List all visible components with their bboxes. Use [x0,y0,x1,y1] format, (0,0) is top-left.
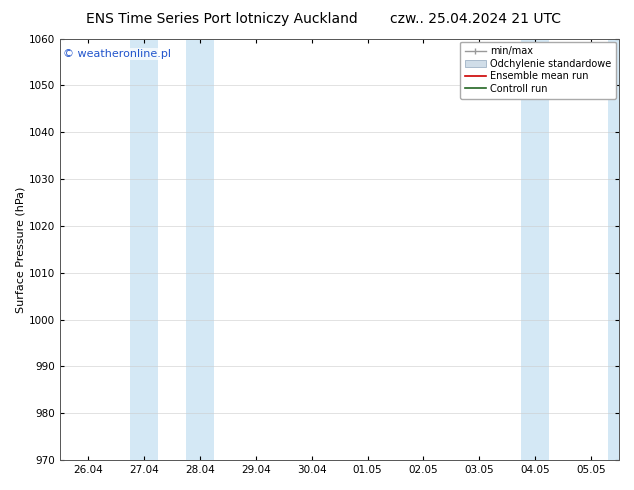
Text: ENS Time Series Port lotniczy Auckland: ENS Time Series Port lotniczy Auckland [86,12,358,26]
Text: © weatheronline.pl: © weatheronline.pl [63,49,171,59]
Bar [130,39,158,460]
Bar [521,39,549,460]
Y-axis label: Surface Pressure (hPa): Surface Pressure (hPa) [15,186,25,313]
Bar [186,39,214,460]
Bar [608,39,630,460]
Legend: min/max, Odchylenie standardowe, Ensemble mean run, Controll run: min/max, Odchylenie standardowe, Ensembl… [460,42,616,98]
Text: czw.. 25.04.2024 21 UTC: czw.. 25.04.2024 21 UTC [390,12,561,26]
